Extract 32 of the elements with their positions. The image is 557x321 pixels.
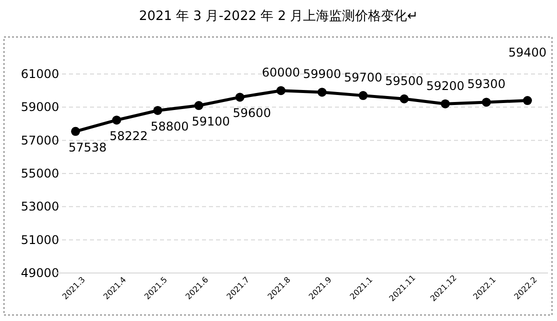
chart-title: 2021 年 3 月-2022 年 2 月上海监测价格变化↵ (138, 9, 418, 24)
point (400, 94, 409, 104)
data-label: 59600 (232, 106, 271, 120)
data-label: 59400 (508, 46, 547, 60)
y-tick-label: 61000 (20, 67, 60, 81)
point (358, 91, 368, 100)
data-label: 59500 (385, 74, 424, 88)
data-label: 59900 (302, 67, 342, 82)
data-label: 58800 (150, 119, 189, 134)
point (482, 98, 491, 107)
y-tick-label: 57000 (20, 133, 60, 148)
data-label: 59100 (192, 114, 230, 129)
y-tick-label: 55000 (20, 166, 60, 180)
data-label: 59200 (426, 78, 464, 93)
point (440, 99, 450, 108)
data-label: 59300 (467, 77, 506, 92)
point (194, 101, 204, 110)
point (318, 88, 327, 97)
point (235, 92, 244, 102)
y-tick-label: 51000 (20, 232, 60, 247)
point (112, 116, 122, 125)
point (153, 106, 162, 115)
point (276, 86, 286, 96)
y-tick-label: 49000 (20, 266, 60, 280)
data-label: 58222 (110, 129, 148, 144)
data-label: 57538 (68, 140, 107, 154)
point (522, 96, 532, 106)
data-label: 59700 (344, 70, 382, 85)
y-tick-label: 53000 (20, 200, 60, 214)
data-label: 60000 (262, 66, 300, 80)
y-tick-label: 59000 (20, 100, 60, 114)
point (71, 126, 80, 136)
